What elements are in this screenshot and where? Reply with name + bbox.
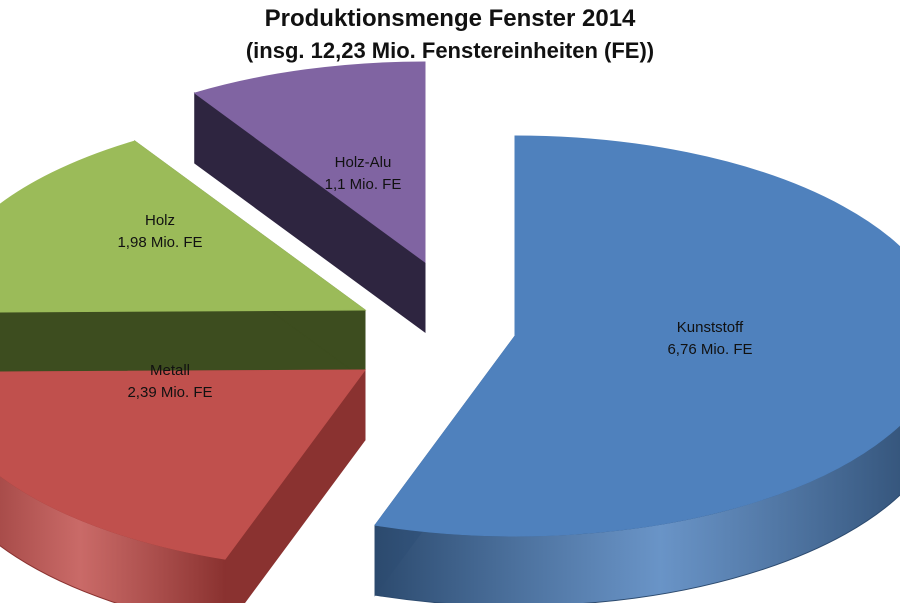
slice-category-label: Kunststoff — [677, 319, 744, 336]
slice-kunststoff — [374, 135, 900, 603]
slice-top — [0, 140, 367, 313]
slice-category-label: Metall — [150, 362, 190, 379]
slice-holz-alu — [193, 61, 426, 333]
chart-title: Produktionsmenge Fenster 2014 — [264, 5, 636, 32]
slice-top — [0, 369, 366, 560]
slice-value-label: 6,76 Mio. FE — [667, 341, 752, 358]
slice-holz — [0, 140, 367, 383]
slice-metall — [0, 368, 366, 603]
slice-top — [374, 135, 900, 537]
slice-category-label: Holz — [145, 212, 175, 229]
slice-value-label: 1,98 Mio. FE — [117, 234, 202, 251]
slice-top — [193, 61, 426, 263]
slice-value-label: 2,39 Mio. FE — [127, 384, 212, 401]
chart-title-block: Produktionsmenge Fenster 2014 (insg. 12,… — [0, 0, 900, 66]
slice-value-label: 1,1 Mio. FE — [325, 176, 402, 193]
chart-subtitle: (insg. 12,23 Mio. Fenstereinheiten (FE)) — [245, 38, 655, 63]
slice-category-label: Holz-Alu — [335, 154, 392, 171]
